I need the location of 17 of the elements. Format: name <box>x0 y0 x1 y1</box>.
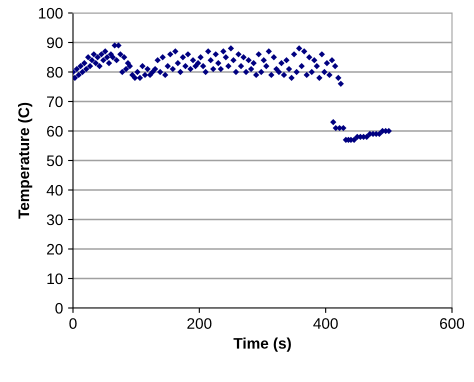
y-axis-title: Temperature (C) <box>18 102 32 219</box>
y-tick-label: 40 <box>46 184 63 196</box>
y-tick-label: 100 <box>38 8 63 19</box>
x-tick-label: 200 <box>187 318 212 329</box>
y-tick-label: 60 <box>47 126 63 137</box>
y-tick-label: 30 <box>46 214 63 226</box>
x-axis-title: Time (s) <box>234 338 291 352</box>
x-tick-label: 600 <box>440 318 464 329</box>
y-tick-label: 70 <box>47 96 63 108</box>
y-tick-label: 20 <box>47 244 63 255</box>
y-tick-label: 50 <box>46 155 63 166</box>
x-tick-label: 0 <box>69 318 77 329</box>
y-tick-label: 90 <box>47 37 63 48</box>
y-tick-label: 0 <box>55 302 63 314</box>
y-tick-label: 80 <box>46 66 63 78</box>
y-tick-label: 10 <box>47 273 63 284</box>
x-tick-label: 400 <box>313 318 338 329</box>
